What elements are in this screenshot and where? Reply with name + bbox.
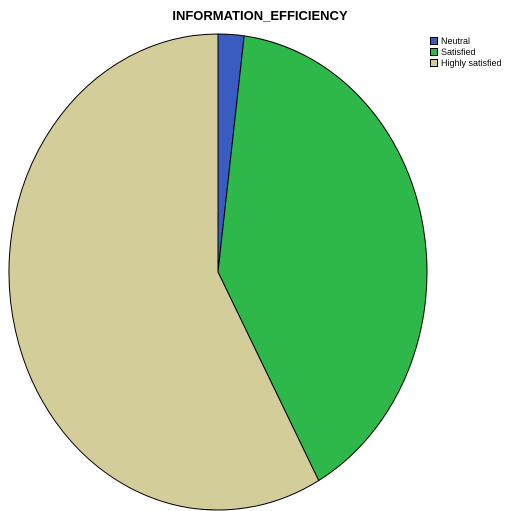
legend-item-neutral: Neutral <box>430 35 502 46</box>
legend-label-satisfied: Satisfied <box>441 46 476 57</box>
legend-label-neutral: Neutral <box>441 35 471 46</box>
legend-swatch-highly-satisfied <box>430 58 438 67</box>
legend-swatch-neutral <box>430 36 438 45</box>
pie-slice-satisfied <box>217 35 428 482</box>
legend: Neutral Satisfied Highly satisfied <box>430 35 502 68</box>
legend-item-satisfied: Satisfied <box>430 46 502 57</box>
legend-swatch-satisfied <box>430 47 438 56</box>
legend-label-highly-satisfied: Highly satisfied <box>441 57 502 68</box>
legend-item-highly-satisfied: Highly satisfied <box>430 57 502 68</box>
chart-title: INFORMATION_EFFICIENCY <box>172 8 348 23</box>
pie-slice-highly-satisfied <box>8 33 320 511</box>
